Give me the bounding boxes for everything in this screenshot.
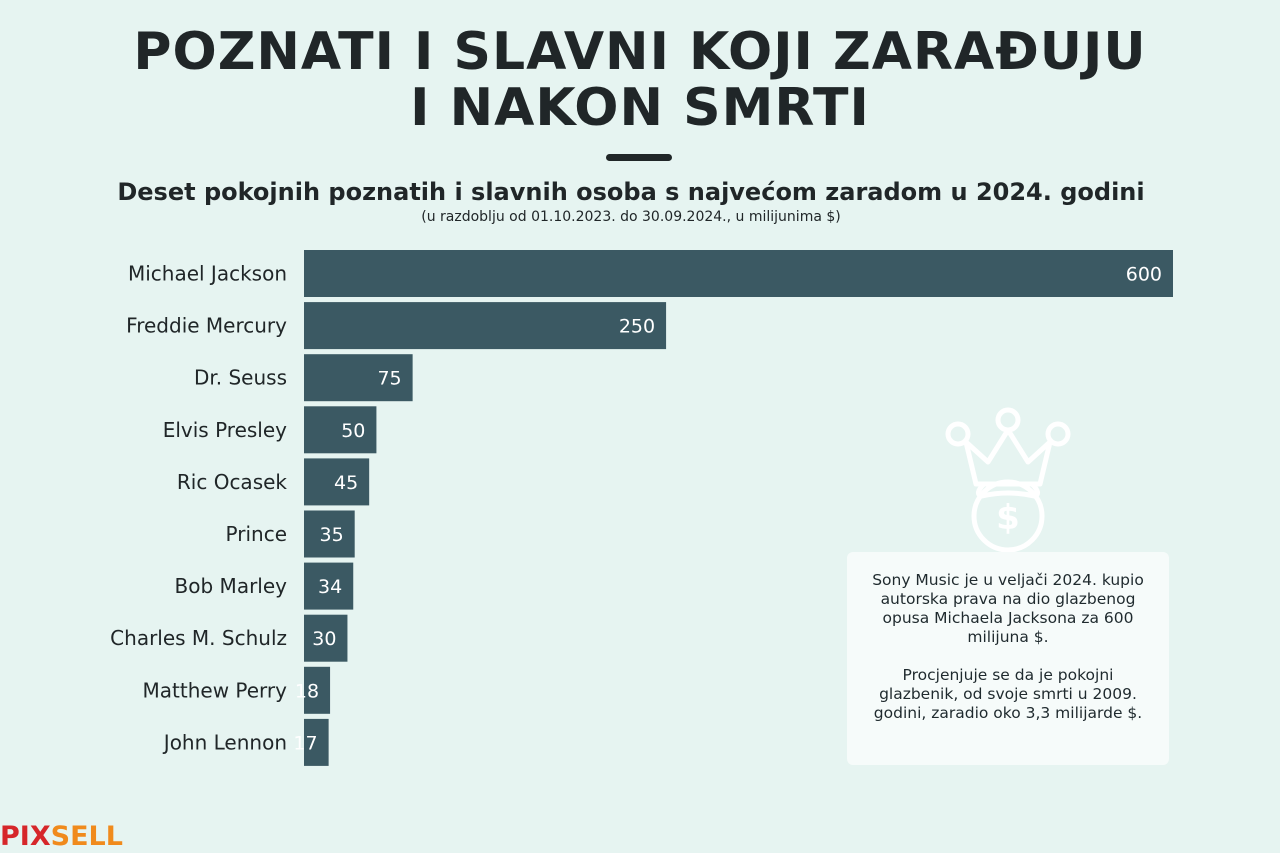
bar-3 [304, 406, 377, 454]
value-label-5: 35 [320, 524, 344, 546]
category-label-1: Freddie Mercury [126, 314, 287, 338]
bar-8 [304, 666, 331, 714]
bar-7 [304, 614, 348, 662]
dollar-sign-glyph: $ [996, 498, 1020, 538]
value-label-3: 50 [341, 420, 365, 442]
info-paragraph-1: Sony Music je u veljači 2024. kupio auto… [872, 571, 1144, 646]
bar-4 [304, 458, 370, 506]
bar-1 [304, 302, 667, 350]
value-label-2: 75 [377, 368, 401, 390]
bar-6 [304, 562, 354, 610]
chart-title: POZNATI I SLAVNI KOJI ZARAĐUJU I NAKON S… [0, 24, 1280, 136]
bar-2 [304, 354, 413, 402]
category-label-9: John Lennon [162, 730, 287, 754]
value-label-0: 600 [1126, 264, 1162, 286]
chart-title-line1: POZNATI I SLAVNI KOJI ZARAĐUJU [133, 22, 1147, 82]
category-label-2: Dr. Seuss [194, 366, 287, 390]
chart-title-line2: I NAKON SMRTI [410, 78, 870, 138]
category-label-4: Ric Ocasek [177, 470, 288, 494]
info-box: Sony Music je u veljači 2024. kupio auto… [847, 552, 1169, 765]
category-label-3: Elvis Presley [163, 418, 287, 442]
crowned-money-bag-icon: $ [945, 407, 1071, 552]
category-label-8: Matthew Perry [143, 678, 288, 702]
bar-5 [304, 510, 355, 558]
logo-part1: PIX [0, 821, 51, 852]
category-label-7: Charles M. Schulz [110, 626, 287, 650]
category-label-6: Bob Marley [175, 574, 288, 598]
value-label-1: 250 [619, 316, 655, 338]
value-label-4: 45 [334, 472, 358, 494]
chart-period-note: (u razdoblju od 01.10.2023. do 30.09.202… [421, 209, 841, 225]
logo-part2: SELL [50, 821, 123, 852]
value-label-6: 34 [318, 576, 342, 598]
pixsell-logo: PIXSELL [0, 821, 123, 852]
bar-9 [304, 718, 329, 766]
value-label-7: 30 [312, 628, 336, 650]
value-label-9: 17 [293, 732, 317, 754]
category-label-5: Prince [226, 522, 287, 546]
title-divider [606, 154, 672, 161]
bar-0 [304, 250, 1173, 297]
info-paragraph-2: Procjenjuje se da je pokojni glazbenik, … [873, 666, 1143, 722]
category-label-0: Michael Jackson [128, 262, 287, 286]
chart-subtitle: Deset pokojnih poznatih i slavnih osoba … [117, 178, 1145, 206]
value-label-8: 18 [295, 680, 319, 702]
